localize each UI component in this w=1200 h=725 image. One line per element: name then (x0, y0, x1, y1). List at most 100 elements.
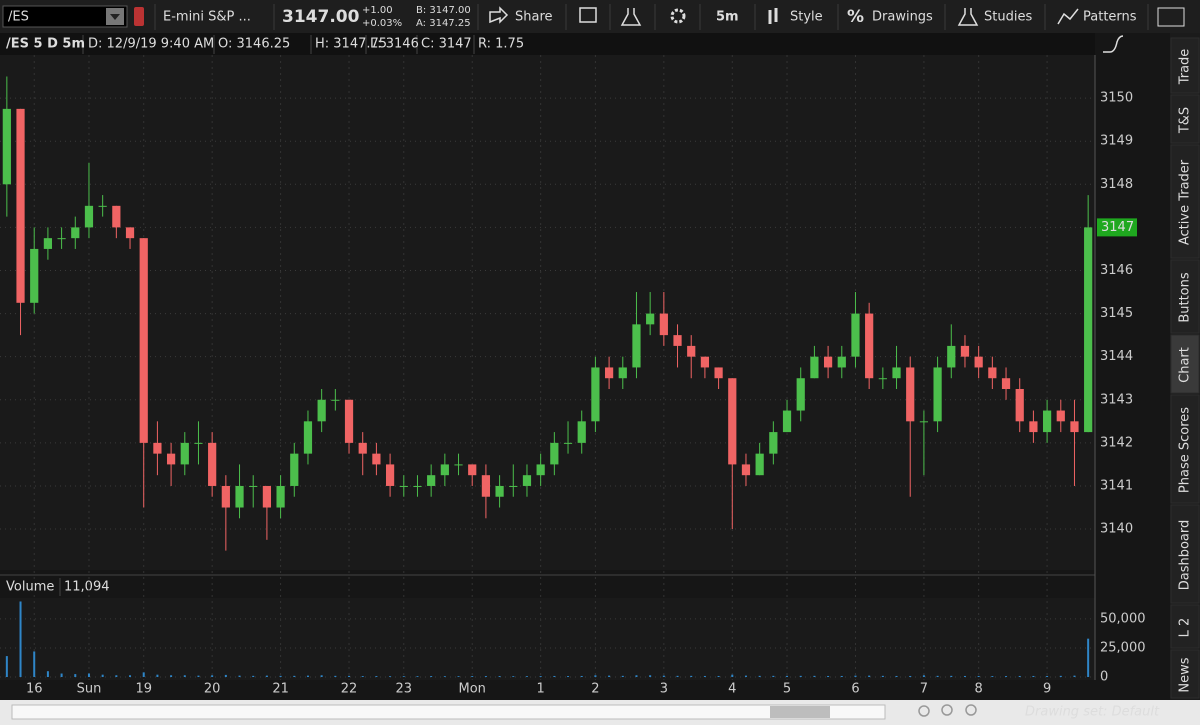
candle-body (399, 485, 408, 487)
side-tab-label[interactable]: News (1178, 657, 1193, 692)
zoom-icons[interactable] (918, 704, 977, 717)
symbol-input[interactable] (2, 5, 128, 28)
candle-body (659, 313, 668, 336)
volume-bar (799, 675, 802, 677)
candle-body (495, 485, 504, 497)
interval-button[interactable]: 5m (716, 10, 739, 25)
volume-bar (827, 675, 830, 677)
chart-title: /ES 5 D 5m (6, 37, 85, 52)
side-tab-label[interactable]: Chart (1178, 347, 1193, 383)
candle-body (1070, 421, 1079, 433)
side-tab[interactable] (1170, 94, 1200, 144)
volume-bar (854, 675, 857, 677)
side-tab[interactable] (1170, 144, 1200, 259)
price-pane (0, 55, 1095, 570)
x-tick-label: 8 (975, 682, 983, 697)
volume-bar (74, 674, 77, 677)
volume-bar (512, 676, 515, 677)
symbol[interactable]: /ES (8, 10, 29, 25)
volume-bar (457, 676, 460, 677)
y-tick-label: 3150 (1100, 91, 1133, 106)
candle-body (139, 238, 148, 443)
volume-pane (0, 598, 1095, 680)
side-tab-label[interactable]: L 2 (1178, 618, 1193, 638)
candle-body (262, 485, 272, 508)
alert-icon[interactable] (579, 7, 597, 23)
patterns-button[interactable]: Patterns (1083, 10, 1137, 25)
style-button[interactable]: Style (790, 10, 823, 25)
candle-body (673, 335, 682, 346)
side-tab[interactable] (1170, 37, 1200, 94)
candle-body (604, 367, 614, 379)
volume-bar (101, 674, 104, 677)
candle-body (180, 442, 189, 465)
flask-icon[interactable] (620, 8, 642, 26)
candle-body (71, 227, 80, 239)
volume-total: 11,094 (64, 580, 110, 595)
side-tab-label[interactable]: Active Trader (1178, 159, 1193, 245)
side-tab[interactable] (1170, 334, 1200, 394)
volume-bar (676, 675, 679, 677)
volume-bar (375, 676, 378, 677)
volume-bar (868, 675, 871, 677)
current-price-label: 3147 (1101, 220, 1134, 235)
candle-body (317, 399, 326, 422)
volume-bar (142, 672, 145, 677)
volume-bar (170, 675, 173, 677)
scroll-thumb[interactable] (770, 706, 830, 718)
candle-body (509, 485, 518, 487)
side-tab-label[interactable]: Trade (1178, 49, 1193, 86)
side-tab-label[interactable]: Buttons (1178, 272, 1193, 323)
scale-icon[interactable] (1103, 35, 1124, 53)
candle-body (276, 485, 285, 508)
side-tab[interactable] (1170, 649, 1200, 699)
candle-body (1084, 227, 1093, 433)
side-tab-label[interactable]: Phase Scores (1178, 407, 1193, 493)
volume-bar (46, 671, 49, 677)
candle-body (57, 238, 66, 240)
volume-bar (361, 676, 364, 677)
studies-button[interactable]: Studies (984, 10, 1032, 25)
candle-body (714, 367, 723, 379)
candle-body (208, 442, 217, 486)
volume-bar (265, 675, 268, 677)
link-button[interactable] (134, 7, 144, 26)
drawings-button[interactable]: Drawings (872, 10, 933, 25)
volume-bar (197, 675, 200, 677)
side-tab[interactable] (1170, 259, 1200, 334)
candle-body (947, 345, 956, 368)
volume-bar (1087, 638, 1090, 677)
y-tick-label: 3145 (1100, 306, 1133, 321)
side-tab-label[interactable]: T&S (1178, 107, 1193, 134)
menu-icon[interactable] (1157, 7, 1185, 27)
candle-body (851, 313, 860, 357)
volume-bar (402, 676, 405, 677)
x-tick-label: Mon (459, 682, 486, 697)
candle-body (413, 485, 422, 487)
volume-bar (33, 651, 36, 677)
bar-high: H: 3147.75 (315, 37, 387, 52)
drawing-set: Drawing set: Default (1025, 705, 1160, 720)
side-tab-label[interactable]: Dashboard (1178, 520, 1193, 591)
scrollbar[interactable] (11, 704, 886, 720)
settings-icon[interactable] (670, 8, 686, 24)
drawings-icon: % (847, 7, 864, 27)
volume-bar (60, 673, 63, 677)
side-tab[interactable] (1170, 394, 1200, 504)
volume-bar (498, 676, 501, 677)
candle-body (235, 485, 244, 508)
volume-bar (950, 675, 953, 677)
share-button[interactable]: Share (515, 10, 553, 25)
candle-body (1001, 378, 1011, 389)
y-tick-label: 3149 (1100, 134, 1133, 149)
candle-body (98, 205, 107, 207)
volume-bar (1073, 675, 1076, 677)
side-tab[interactable] (1170, 504, 1200, 604)
candle-body (468, 464, 477, 476)
volume-bar (525, 676, 528, 677)
studies-icon (957, 8, 979, 26)
candle-body (16, 108, 25, 303)
side-tab[interactable] (1170, 604, 1200, 649)
dropdown-arrow (110, 14, 120, 20)
bar-range: R: 1.75 (478, 37, 524, 52)
